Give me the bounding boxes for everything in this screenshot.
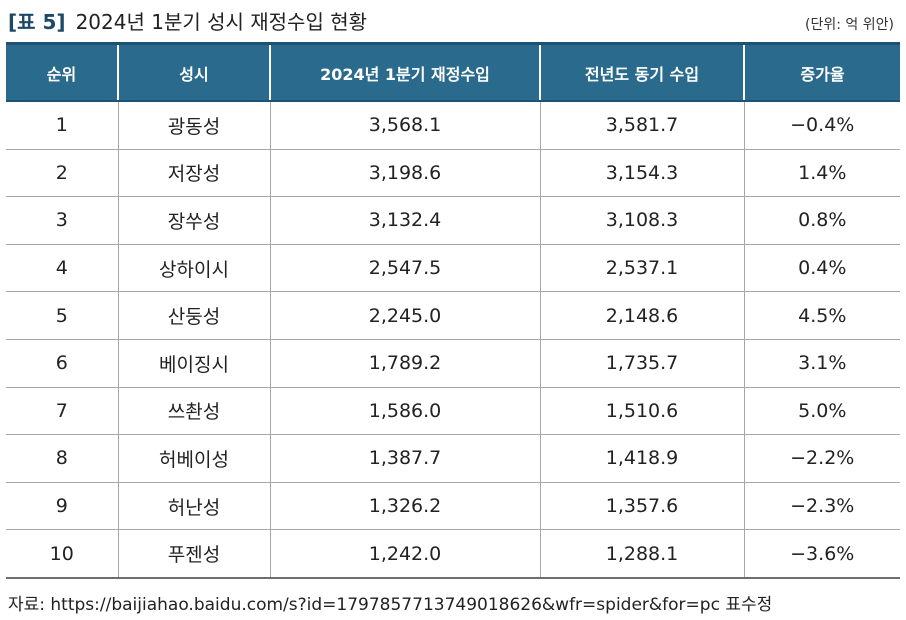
revenue-table: 순위 성시 2024년 1분기 재정수입 전년도 동기 수입 증가율 1 광동성 3… — [6, 42, 900, 579]
table-row: 8 허베이성 1,387.7 1,418.9 −2.2% — [6, 434, 900, 483]
cell-growth-rate: 3.1% — [743, 338, 900, 388]
cell-q1-revenue: 2,547.5 — [269, 243, 540, 292]
table-row: 4 상하이시 2,547.5 2,537.1 0.4% — [6, 243, 900, 292]
header-province: 성시 — [117, 42, 270, 102]
cell-rank: 2 — [6, 148, 118, 197]
cell-q1-revenue: 2,245.0 — [269, 291, 540, 340]
table-row: 1 광동성 3,568.1 3,581.7 −0.4% — [6, 100, 900, 150]
header-rank: 순위 — [6, 42, 118, 102]
cell-rank: 7 — [6, 386, 118, 435]
table-row: 10 푸젠성 1,242.0 1,288.1 −3.6% — [6, 529, 900, 579]
cell-prior-year-revenue: 1,357.6 — [539, 481, 744, 530]
cell-prior-year-revenue: 3,581.7 — [539, 100, 744, 150]
cell-prior-year-revenue: 1,510.6 — [539, 386, 744, 435]
header-q1-revenue: 2024년 1분기 재정수입 — [269, 42, 540, 102]
cell-province: 허베이성 — [117, 434, 270, 483]
cell-prior-year-revenue: 1,735.7 — [539, 338, 744, 388]
table-title: 2024년 1분기 성시 재정수입 현황 — [75, 10, 368, 34]
cell-q1-revenue: 1,789.2 — [269, 338, 540, 388]
cell-q1-revenue: 1,586.0 — [269, 386, 540, 435]
cell-prior-year-revenue: 3,108.3 — [539, 196, 744, 245]
cell-growth-rate: 0.4% — [743, 243, 900, 292]
cell-growth-rate: −2.3% — [743, 481, 900, 530]
unit-label: (단위: 억 위안) — [805, 17, 894, 33]
table-caption: [표 5] 2024년 1분기 성시 재정수입 현황 — [8, 6, 367, 35]
cell-province: 푸젠성 — [117, 529, 270, 579]
table-row: 5 산둥성 2,245.0 2,148.6 4.5% — [6, 291, 900, 340]
cell-rank: 5 — [6, 291, 118, 340]
cell-q1-revenue: 1,242.0 — [269, 529, 540, 579]
cell-rank: 9 — [6, 481, 118, 530]
cell-province: 저장성 — [117, 148, 270, 197]
cell-rank: 4 — [6, 243, 118, 292]
cell-rank: 10 — [6, 529, 118, 579]
table-number: [표 5] — [8, 10, 66, 34]
cell-q1-revenue: 1,387.7 — [269, 434, 540, 483]
cell-q1-revenue: 1,326.2 — [269, 481, 540, 530]
cell-province: 상하이시 — [117, 243, 270, 292]
source-note: 자료: https://baijiahao.baidu.com/s?id=179… — [8, 595, 773, 615]
table-row: 3 장쑤성 3,132.4 3,108.3 0.8% — [6, 196, 900, 245]
cell-rank: 6 — [6, 338, 118, 388]
cell-province: 광동성 — [117, 100, 270, 150]
cell-province: 쓰촨성 — [117, 386, 270, 435]
table-row: 7 쓰촨성 1,586.0 1,510.6 5.0% — [6, 386, 900, 435]
cell-province: 장쑤성 — [117, 196, 270, 245]
cell-province: 허난성 — [117, 481, 270, 530]
cell-prior-year-revenue: 2,537.1 — [539, 243, 744, 292]
table-row: 9 허난성 1,326.2 1,357.6 −2.3% — [6, 481, 900, 530]
cell-growth-rate: 1.4% — [743, 148, 900, 197]
cell-rank: 8 — [6, 434, 118, 483]
table-row: 6 베이징시 1,789.2 1,735.7 3.1% — [6, 338, 900, 388]
cell-rank: 3 — [6, 196, 118, 245]
cell-province: 베이징시 — [117, 338, 270, 388]
cell-growth-rate: 5.0% — [743, 386, 900, 435]
cell-growth-rate: 4.5% — [743, 291, 900, 340]
table-header-row: 순위 성시 2024년 1분기 재정수입 전년도 동기 수입 증가율 — [6, 42, 900, 102]
cell-rank: 1 — [6, 100, 118, 150]
cell-q1-revenue: 3,132.4 — [269, 196, 540, 245]
cell-prior-year-revenue: 1,418.9 — [539, 434, 744, 483]
cell-growth-rate: −2.2% — [743, 434, 900, 483]
cell-province: 산둥성 — [117, 291, 270, 340]
cell-prior-year-revenue: 1,288.1 — [539, 529, 744, 579]
cell-growth-rate: 0.8% — [743, 196, 900, 245]
cell-growth-rate: −0.4% — [743, 100, 900, 150]
cell-q1-revenue: 3,198.6 — [269, 148, 540, 197]
header-growth-rate: 증가율 — [743, 42, 900, 102]
cell-prior-year-revenue: 2,148.6 — [539, 291, 744, 340]
cell-prior-year-revenue: 3,154.3 — [539, 148, 744, 197]
header-prior-year-revenue: 전년도 동기 수입 — [539, 42, 744, 102]
cell-q1-revenue: 3,568.1 — [269, 100, 540, 150]
table-row: 2 저장성 3,198.6 3,154.3 1.4% — [6, 148, 900, 197]
cell-growth-rate: −3.6% — [743, 529, 900, 579]
